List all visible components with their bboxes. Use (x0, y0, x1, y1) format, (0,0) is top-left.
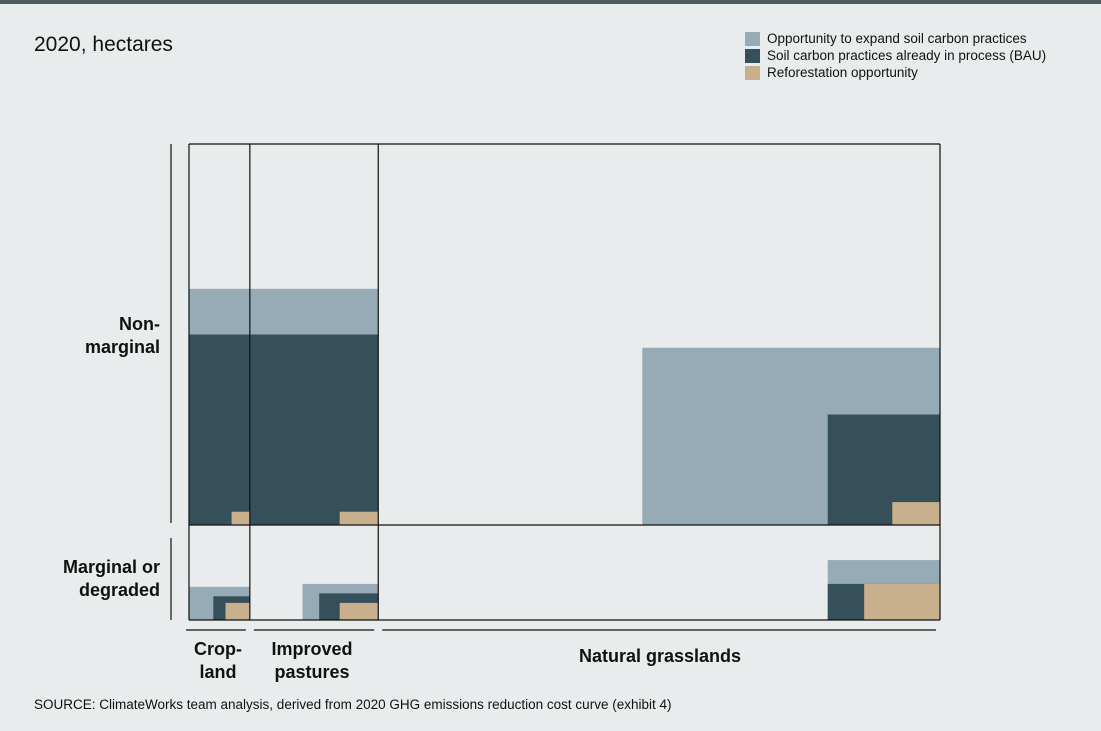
col-label-cropland: Crop- land (180, 638, 256, 684)
legend-label-bau: Soil carbon practices already in process… (767, 48, 1047, 63)
legend-item-bau: Soil carbon practices already in process… (745, 47, 1046, 64)
row-label-line: degraded (78, 580, 160, 600)
segment-reforestation (339, 511, 379, 525)
row-label-line: marginal (84, 337, 160, 357)
legend-swatch-bau (745, 48, 760, 63)
row-label-non-marginal: Non- marginal (30, 313, 160, 359)
row-label-line: Non- (119, 314, 160, 334)
row-label-marginal: Marginal or degraded (20, 556, 160, 602)
segment-reforestation (339, 602, 379, 620)
legend: Opportunity to expand soil carbon practi… (745, 30, 1046, 81)
segment-bau (189, 334, 250, 525)
segment-reforestation (225, 602, 250, 620)
segment-reforestation (231, 511, 250, 525)
legend-swatch-opportunity (745, 31, 760, 46)
col-label-natural-grasslands: Natural grasslands (380, 645, 940, 668)
col-label-line: Crop- (194, 639, 242, 659)
legend-item-reforestation: Reforestation opportunity (745, 64, 1046, 81)
legend-label-opportunity: Opportunity to expand soil carbon practi… (767, 31, 1027, 46)
chart-subtitle: 2020, hectares (34, 33, 173, 56)
col-label-line: pastures (274, 662, 350, 682)
col-label-line: land (199, 662, 237, 682)
segment-reforestation (892, 502, 940, 525)
legend-item-opportunity: Opportunity to expand soil carbon practi… (745, 30, 1046, 47)
col-label-line: Improved (271, 639, 353, 659)
row-label-line: Marginal or (62, 557, 160, 577)
col-label-improved-pastures: Improved pastures (252, 638, 372, 684)
top-rule (0, 0, 1101, 4)
segment-bau (249, 334, 379, 525)
legend-swatch-reforestation (745, 65, 760, 80)
legend-label-reforestation: Reforestation opportunity (767, 65, 918, 80)
col-label-line: Natural grasslands (578, 646, 742, 666)
source-note: SOURCE: ClimateWorks team analysis, deri… (34, 697, 672, 712)
segment-reforestation (864, 583, 940, 620)
